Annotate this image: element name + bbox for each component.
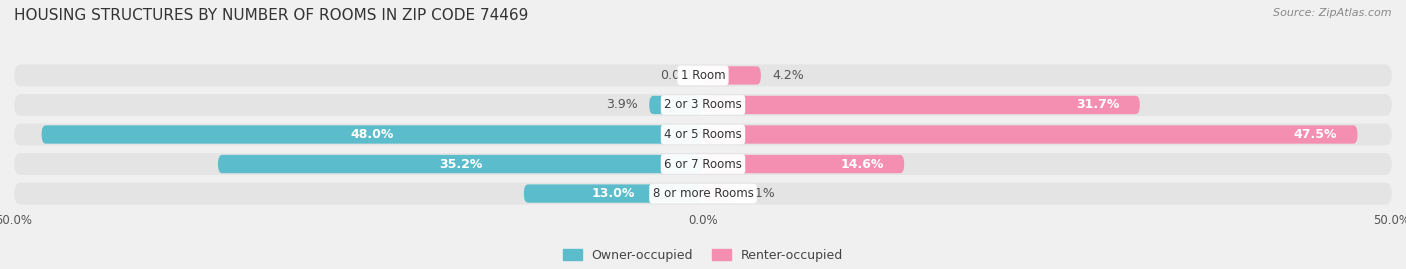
Text: 6 or 7 Rooms: 6 or 7 Rooms — [664, 158, 742, 171]
Text: 13.0%: 13.0% — [592, 187, 636, 200]
FancyBboxPatch shape — [218, 155, 703, 173]
FancyBboxPatch shape — [14, 65, 1392, 86]
FancyBboxPatch shape — [14, 123, 1392, 146]
Text: 4.2%: 4.2% — [772, 69, 804, 82]
Text: HOUSING STRUCTURES BY NUMBER OF ROOMS IN ZIP CODE 74469: HOUSING STRUCTURES BY NUMBER OF ROOMS IN… — [14, 8, 529, 23]
FancyBboxPatch shape — [703, 125, 1358, 144]
FancyBboxPatch shape — [14, 94, 1392, 116]
Legend: Owner-occupied, Renter-occupied: Owner-occupied, Renter-occupied — [558, 244, 848, 267]
Text: 2 or 3 Rooms: 2 or 3 Rooms — [664, 98, 742, 111]
Text: 47.5%: 47.5% — [1294, 128, 1337, 141]
FancyBboxPatch shape — [703, 96, 1140, 114]
FancyBboxPatch shape — [524, 185, 703, 203]
Text: 1 Room: 1 Room — [681, 69, 725, 82]
Text: 8 or more Rooms: 8 or more Rooms — [652, 187, 754, 200]
FancyBboxPatch shape — [14, 153, 1392, 175]
Text: 14.6%: 14.6% — [841, 158, 883, 171]
FancyBboxPatch shape — [14, 183, 1392, 204]
FancyBboxPatch shape — [703, 66, 761, 84]
Text: Source: ZipAtlas.com: Source: ZipAtlas.com — [1274, 8, 1392, 18]
FancyBboxPatch shape — [703, 185, 733, 203]
Text: 48.0%: 48.0% — [350, 128, 394, 141]
Text: 3.9%: 3.9% — [606, 98, 638, 111]
Text: 35.2%: 35.2% — [439, 158, 482, 171]
Text: 0.0%: 0.0% — [659, 69, 692, 82]
FancyBboxPatch shape — [42, 125, 703, 144]
Text: 2.1%: 2.1% — [742, 187, 775, 200]
Text: 4 or 5 Rooms: 4 or 5 Rooms — [664, 128, 742, 141]
FancyBboxPatch shape — [650, 96, 703, 114]
Text: 31.7%: 31.7% — [1076, 98, 1119, 111]
FancyBboxPatch shape — [703, 155, 904, 173]
